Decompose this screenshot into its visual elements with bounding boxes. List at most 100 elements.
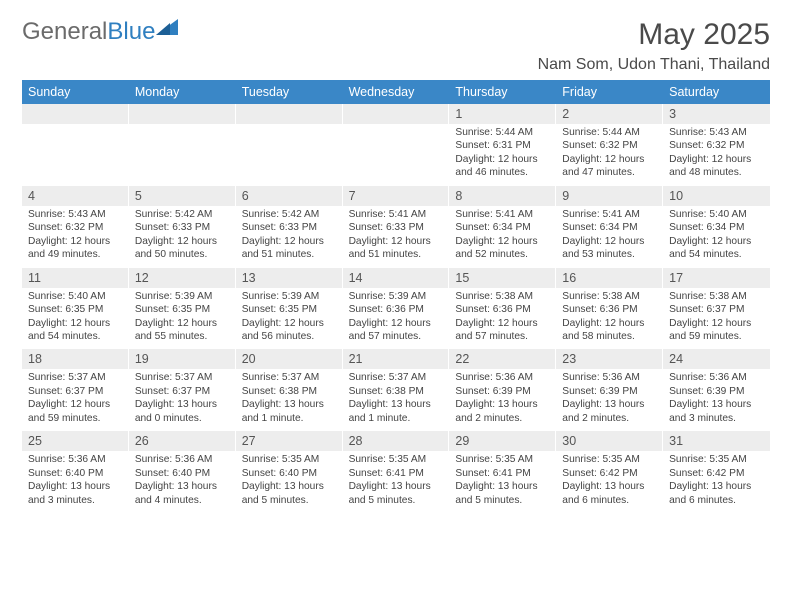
day-number: 22 — [449, 349, 556, 369]
sunrise-text: Sunrise: 5:36 AM — [562, 371, 658, 384]
sunset-text: Sunset: 6:42 PM — [669, 467, 766, 480]
daylight-text: Daylight: 13 hours and 0 minutes. — [135, 398, 231, 425]
day-cell — [343, 124, 450, 186]
week-daynum-row: 18192021222324 — [22, 349, 770, 369]
daylight-text: Daylight: 13 hours and 6 minutes. — [562, 480, 658, 507]
day-cell: Sunrise: 5:40 AMSunset: 6:34 PMDaylight:… — [663, 206, 770, 268]
daylight-text: Daylight: 12 hours and 58 minutes. — [562, 317, 658, 344]
week-daynum-row: 45678910 — [22, 186, 770, 206]
location-label: Nam Som, Udon Thani, Thailand — [538, 56, 770, 74]
daylight-text: Daylight: 12 hours and 56 minutes. — [242, 317, 338, 344]
sunset-text: Sunset: 6:40 PM — [135, 467, 231, 480]
day-cell: Sunrise: 5:37 AMSunset: 6:37 PMDaylight:… — [129, 369, 236, 431]
week-content-row: Sunrise: 5:36 AMSunset: 6:40 PMDaylight:… — [22, 451, 770, 513]
logo-text-general: General — [22, 18, 107, 46]
dow-saturday: Saturday — [663, 80, 770, 104]
week-content-row: Sunrise: 5:40 AMSunset: 6:35 PMDaylight:… — [22, 288, 770, 350]
sunset-text: Sunset: 6:33 PM — [242, 221, 338, 234]
sunset-text: Sunset: 6:33 PM — [349, 221, 445, 234]
dow-monday: Monday — [129, 80, 236, 104]
sunrise-text: Sunrise: 5:35 AM — [242, 453, 338, 466]
sunset-text: Sunset: 6:31 PM — [455, 139, 551, 152]
sunrise-text: Sunrise: 5:35 AM — [455, 453, 551, 466]
sunrise-text: Sunrise: 5:37 AM — [242, 371, 338, 384]
day-number: 23 — [556, 349, 663, 369]
sunset-text: Sunset: 6:36 PM — [349, 303, 445, 316]
sunset-text: Sunset: 6:37 PM — [669, 303, 766, 316]
day-cell: Sunrise: 5:42 AMSunset: 6:33 PMDaylight:… — [236, 206, 343, 268]
day-number — [343, 104, 450, 124]
daylight-text: Daylight: 12 hours and 46 minutes. — [455, 153, 551, 180]
day-cell: Sunrise: 5:36 AMSunset: 6:39 PMDaylight:… — [556, 369, 663, 431]
daylight-text: Daylight: 12 hours and 47 minutes. — [562, 153, 658, 180]
dow-wednesday: Wednesday — [343, 80, 450, 104]
sunrise-text: Sunrise: 5:41 AM — [562, 208, 658, 221]
day-number: 24 — [663, 349, 770, 369]
sunrise-text: Sunrise: 5:36 AM — [28, 453, 124, 466]
sunset-text: Sunset: 6:38 PM — [242, 385, 338, 398]
day-number: 4 — [22, 186, 129, 206]
calendar-page: GeneralBlue May 2025 Nam Som, Udon Thani… — [0, 0, 792, 513]
day-cell: Sunrise: 5:41 AMSunset: 6:34 PMDaylight:… — [556, 206, 663, 268]
day-number: 29 — [449, 431, 556, 451]
daylight-text: Daylight: 12 hours and 59 minutes. — [669, 317, 766, 344]
sunset-text: Sunset: 6:40 PM — [242, 467, 338, 480]
daylight-text: Daylight: 13 hours and 4 minutes. — [135, 480, 231, 507]
sunset-text: Sunset: 6:35 PM — [135, 303, 231, 316]
sunrise-text: Sunrise: 5:38 AM — [562, 290, 658, 303]
sunset-text: Sunset: 6:40 PM — [28, 467, 124, 480]
sunset-text: Sunset: 6:32 PM — [562, 139, 658, 152]
sunrise-text: Sunrise: 5:35 AM — [349, 453, 445, 466]
day-number: 30 — [556, 431, 663, 451]
sunset-text: Sunset: 6:37 PM — [28, 385, 124, 398]
sunset-text: Sunset: 6:39 PM — [669, 385, 766, 398]
sunset-text: Sunset: 6:39 PM — [562, 385, 658, 398]
daylight-text: Daylight: 13 hours and 5 minutes. — [242, 480, 338, 507]
day-number: 21 — [343, 349, 450, 369]
day-cell: Sunrise: 5:43 AMSunset: 6:32 PMDaylight:… — [22, 206, 129, 268]
daylight-text: Daylight: 12 hours and 53 minutes. — [562, 235, 658, 262]
daylight-text: Daylight: 13 hours and 6 minutes. — [669, 480, 766, 507]
day-number: 11 — [22, 268, 129, 288]
dow-thursday: Thursday — [449, 80, 556, 104]
sunset-text: Sunset: 6:33 PM — [135, 221, 231, 234]
daylight-text: Daylight: 13 hours and 5 minutes. — [455, 480, 551, 507]
daylight-text: Daylight: 13 hours and 2 minutes. — [562, 398, 658, 425]
week-daynum-row: 11121314151617 — [22, 268, 770, 288]
day-number: 2 — [556, 104, 663, 124]
day-cell: Sunrise: 5:39 AMSunset: 6:36 PMDaylight:… — [343, 288, 450, 350]
day-number: 25 — [22, 431, 129, 451]
dow-sunday: Sunday — [22, 80, 129, 104]
daylight-text: Daylight: 12 hours and 51 minutes. — [349, 235, 445, 262]
calendar-grid: Sunday Monday Tuesday Wednesday Thursday… — [22, 80, 770, 513]
dow-header-row: Sunday Monday Tuesday Wednesday Thursday… — [22, 80, 770, 104]
sunset-text: Sunset: 6:36 PM — [455, 303, 551, 316]
logo-text-blue: Blue — [107, 18, 155, 46]
day-cell: Sunrise: 5:38 AMSunset: 6:36 PMDaylight:… — [556, 288, 663, 350]
day-cell: Sunrise: 5:42 AMSunset: 6:33 PMDaylight:… — [129, 206, 236, 268]
daylight-text: Daylight: 13 hours and 1 minute. — [242, 398, 338, 425]
sunrise-text: Sunrise: 5:42 AM — [135, 208, 231, 221]
sunset-text: Sunset: 6:41 PM — [455, 467, 551, 480]
sunset-text: Sunset: 6:32 PM — [669, 139, 766, 152]
daylight-text: Daylight: 13 hours and 2 minutes. — [455, 398, 551, 425]
daylight-text: Daylight: 12 hours and 49 minutes. — [28, 235, 124, 262]
day-number: 17 — [663, 268, 770, 288]
sunset-text: Sunset: 6:42 PM — [562, 467, 658, 480]
day-cell: Sunrise: 5:35 AMSunset: 6:42 PMDaylight:… — [556, 451, 663, 513]
weeks-container: 123Sunrise: 5:44 AMSunset: 6:31 PMDaylig… — [22, 104, 770, 513]
day-cell: Sunrise: 5:39 AMSunset: 6:35 PMDaylight:… — [236, 288, 343, 350]
day-cell: Sunrise: 5:37 AMSunset: 6:38 PMDaylight:… — [236, 369, 343, 431]
dow-tuesday: Tuesday — [236, 80, 343, 104]
sunset-text: Sunset: 6:41 PM — [349, 467, 445, 480]
sunrise-text: Sunrise: 5:41 AM — [455, 208, 551, 221]
daylight-text: Daylight: 12 hours and 59 minutes. — [28, 398, 124, 425]
daylight-text: Daylight: 13 hours and 3 minutes. — [28, 480, 124, 507]
sunset-text: Sunset: 6:39 PM — [455, 385, 551, 398]
sunrise-text: Sunrise: 5:44 AM — [562, 126, 658, 139]
sunrise-text: Sunrise: 5:44 AM — [455, 126, 551, 139]
sunrise-text: Sunrise: 5:36 AM — [669, 371, 766, 384]
day-cell: Sunrise: 5:37 AMSunset: 6:37 PMDaylight:… — [22, 369, 129, 431]
day-number: 7 — [343, 186, 450, 206]
daylight-text: Daylight: 12 hours and 54 minutes. — [669, 235, 766, 262]
